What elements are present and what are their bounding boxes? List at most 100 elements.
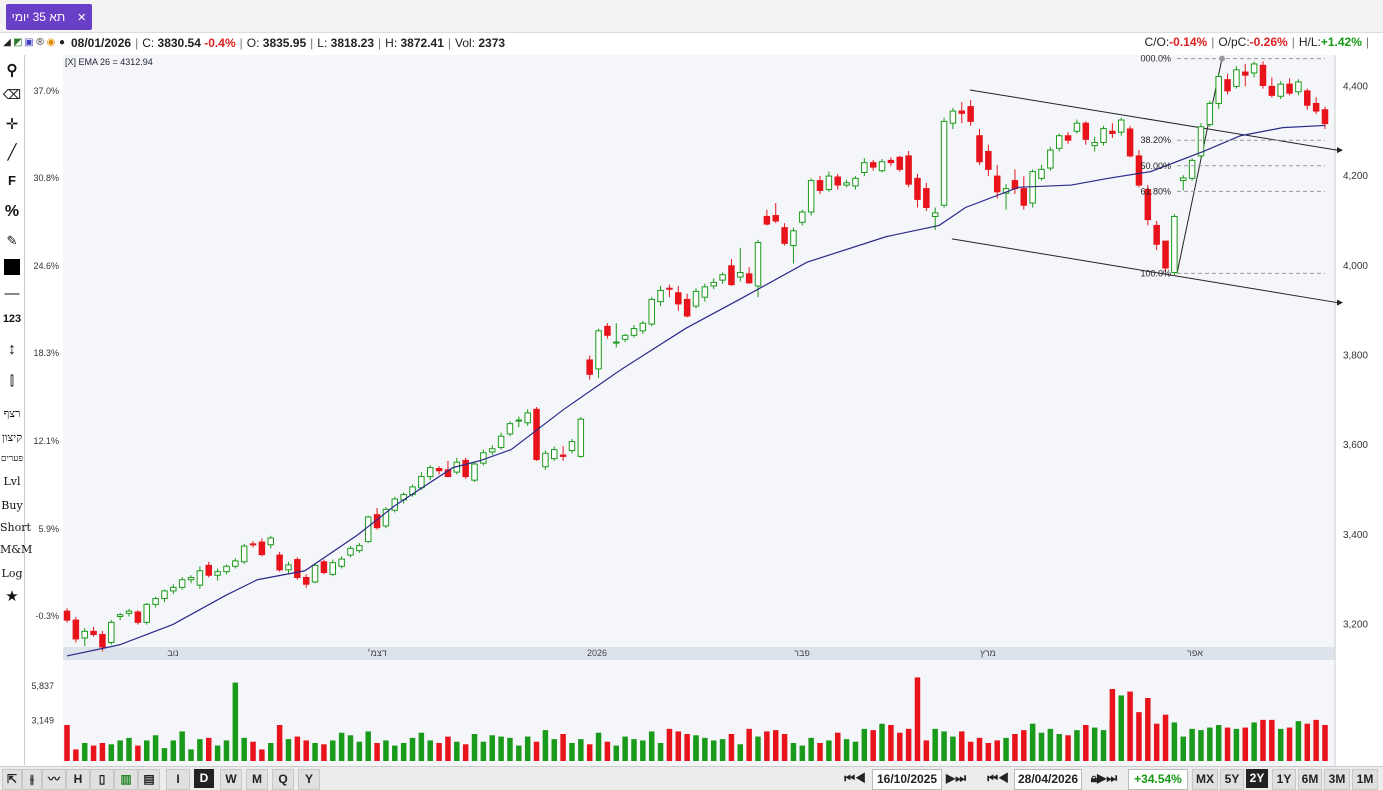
info-open: 3835.95 [262, 36, 307, 50]
nav-prev-button[interactable]: ⏮◀ [844, 771, 866, 785]
range-1y-button[interactable]: 1Y [1272, 769, 1296, 790]
volume-bar [941, 731, 947, 761]
volume-bar [454, 741, 460, 761]
period-w-button[interactable]: W [220, 769, 242, 790]
line-chart-icon[interactable]: 〰 [42, 769, 66, 790]
crosshair-icon[interactable]: ✛ [5, 116, 19, 133]
volume-bar [1136, 712, 1142, 761]
candle-up [949, 110, 957, 124]
volume-bar [170, 740, 177, 761]
tool-sequence[interactable]: רצף [3, 407, 21, 420]
tool-lvl[interactable]: Lvl [3, 475, 21, 488]
range-5y-button[interactable]: 5Y [1220, 769, 1244, 790]
doc-icon[interactable]: ▣ [24, 37, 34, 48]
candle-up [240, 545, 248, 563]
candle-up [1233, 69, 1240, 87]
volume-bar [462, 744, 469, 761]
chart-tab[interactable]: תא 35 יומי ✕ [6, 4, 92, 30]
compare-icon[interactable]: ◩ [13, 37, 23, 48]
edit-icon[interactable]: ✎ [6, 233, 18, 248]
fib-level-label: 61.80% [1140, 186, 1171, 196]
eraser-icon[interactable]: ⌫ [2, 87, 22, 102]
candle-up [639, 322, 647, 332]
volume-bar [1286, 727, 1293, 761]
range-3m-button[interactable]: 3M [1324, 769, 1350, 790]
from-date-field[interactable]: 16/10/2025 [872, 769, 942, 790]
volume-bar [232, 682, 239, 761]
tool-gaps[interactable]: פערים [0, 454, 24, 464]
alert-icon[interactable]: ◉ [46, 37, 56, 48]
percent-icon[interactable]: % [4, 203, 20, 220]
count-icon[interactable]: 123 [2, 313, 22, 325]
volume-bar [640, 740, 646, 761]
close-icon[interactable]: ✕ [77, 11, 87, 24]
period-d-button[interactable]: D [194, 769, 214, 788]
to-date-field[interactable]: 28/04/2026 [1014, 769, 1082, 790]
volume-bar [1145, 698, 1151, 761]
fib-icon[interactable]: F [8, 173, 16, 188]
interval-intraday-button[interactable]: I [166, 769, 190, 790]
color-candle-icon[interactable]: ▥ [114, 769, 138, 790]
tool-short[interactable]: Short [0, 521, 31, 534]
fib-level-label: 000.0% [1140, 55, 1171, 64]
nav-prev-button-2[interactable]: ⏮◀ [987, 771, 1009, 785]
quick-icons: ◢ ◩ ▣ ® ◉ ● [2, 38, 67, 48]
save-icon[interactable]: ▤ [138, 769, 160, 790]
range-6m-button[interactable]: 6M [1298, 769, 1322, 790]
volume-bar [932, 728, 938, 761]
candle-down [958, 110, 966, 114]
range-2y-button[interactable]: 2Y [1246, 769, 1268, 788]
line-icon[interactable]: ╱ [7, 144, 17, 161]
volume-bar [1118, 695, 1124, 761]
candle-up [1038, 168, 1045, 179]
volume-bar [586, 744, 593, 761]
chart-area[interactable]: [X] EMA 26 = 4312.94 37.0% 30.8% 24.6% 18.3… [25, 54, 1380, 771]
volume-bar [533, 741, 540, 761]
tool-extreme[interactable]: קיצון [1, 431, 23, 444]
candle-down [1259, 64, 1267, 86]
nav-next-button[interactable]: ▶⏭ [945, 771, 967, 785]
volume-bar [799, 745, 806, 761]
candle-type-icon[interactable]: ⫿ [9, 373, 15, 388]
bar-chart-icon[interactable]: ⫲ [22, 769, 42, 790]
volume-bar [241, 737, 247, 761]
tool-mm[interactable]: M&M [0, 543, 33, 556]
lock-nav-button[interactable]: 🔒︎▶⏭ [1090, 771, 1118, 785]
candle-up [223, 565, 230, 573]
ema-line [66, 124, 1326, 657]
ema-legend[interactable]: [X] EMA 26 = 4312.94 [65, 57, 153, 67]
volume-bar [1215, 725, 1222, 761]
candle-down [320, 561, 328, 574]
volume-bar [312, 743, 318, 761]
tool-log[interactable]: Log [1, 567, 23, 580]
cursor-icon[interactable]: ⇱ [2, 769, 22, 790]
pct-tick-label: 5.9% [38, 524, 59, 534]
range-mx-button[interactable]: MX [1192, 769, 1218, 790]
hline-icon[interactable]: — [4, 285, 20, 302]
period-q-button[interactable]: Q [272, 769, 294, 790]
candle-up [285, 564, 292, 571]
info-sep: | [378, 36, 382, 50]
tool-buy[interactable]: Buy [1, 499, 23, 512]
volume-bar [897, 732, 903, 761]
info-sep: | [447, 36, 452, 50]
hilo-icon[interactable]: H [66, 769, 90, 790]
info-close-label: C: [142, 36, 155, 50]
vline-icon[interactable]: ↕ [8, 341, 16, 358]
candle-up [931, 212, 939, 217]
volume-bar [790, 743, 797, 761]
period-m-button[interactable]: M [246, 769, 268, 790]
color-icon[interactable] [0, 259, 24, 278]
star-icon[interactable]: ★ [5, 588, 19, 605]
volume-bar [445, 736, 451, 761]
volume-bar [631, 739, 637, 761]
chat-icon[interactable]: ● [58, 37, 66, 48]
period-y-button[interactable]: Y [298, 769, 320, 790]
candle-icon[interactable]: ▯ [90, 769, 114, 790]
register-icon[interactable]: ® [36, 37, 44, 48]
volume-bar [923, 740, 930, 761]
price-chart[interactable]: [X] EMA 26 = 4312.94 37.0% 30.8% 24.6% 18.3… [25, 54, 1380, 766]
search-icon[interactable]: ⚲ [6, 62, 18, 79]
range-1m-button[interactable]: 1M [1352, 769, 1378, 790]
chart-type-icon[interactable]: ◢ [3, 37, 11, 48]
